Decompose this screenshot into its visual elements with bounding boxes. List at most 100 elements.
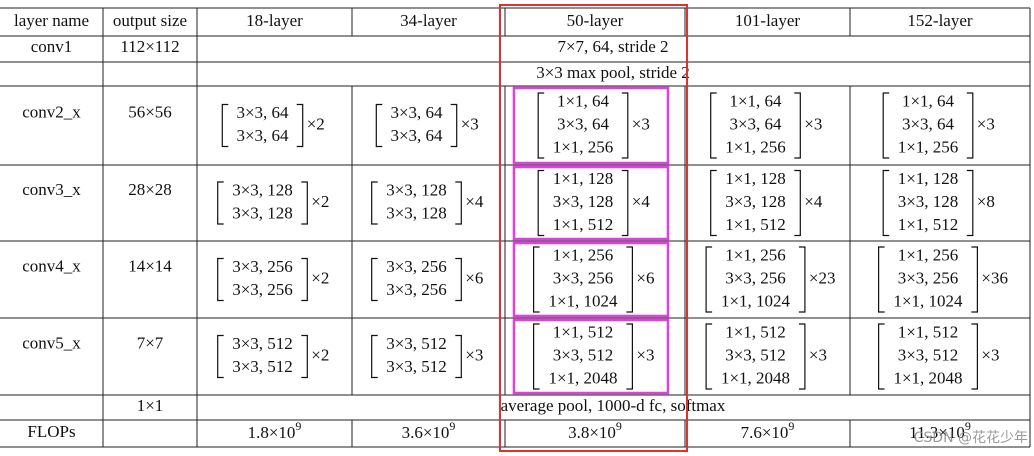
flops-base: 11.3×10 [909,423,965,442]
bracket [710,92,717,159]
block-repeat: ×36 [981,268,1008,287]
bracket [537,169,545,237]
layer-spec: 3×3 max pool, stride 2 [536,63,690,82]
block-line: 3×3, 64 [729,114,782,133]
highlight-box [512,165,670,241]
layer-name: conv5_x [22,333,81,352]
block-line: 1×1, 512 [898,215,959,234]
bracket [371,334,378,379]
block-line: 3×3, 64 [390,126,443,145]
block-line: 3×3, 512 [725,345,786,364]
block-repeat: ×3 [465,345,483,364]
bracket [794,92,801,159]
bracket [533,246,540,313]
block-repeat: ×4 [804,192,823,211]
bracket [455,257,462,302]
layer-name: conv2_x [22,102,81,121]
block-repeat: ×4 [632,192,651,211]
flops-value: 1.8×109 [248,419,302,442]
block-line: 3×3, 64 [236,103,289,122]
block-line: 3×3, 256 [386,280,447,299]
bracket [878,323,885,390]
bracket [626,323,633,390]
bracket [450,103,458,148]
block-line: 1×1, 1024 [548,291,618,310]
bracket [371,181,378,225]
block-repeat: ×2 [311,345,329,364]
bracket [710,169,717,237]
bracket [798,246,806,313]
block-line: 3×3, 256 [725,268,786,287]
bracket [878,246,885,313]
block-line: 3×3, 64 [236,126,289,145]
block-repeat: ×2 [311,192,329,211]
flops-exp: 9 [616,419,622,433]
bracket [966,169,974,237]
column-header: 34-layer [400,11,457,30]
flops-base: 3.8×10 [568,423,616,442]
column-header: 101-layer [735,11,800,30]
block-repeat: ×6 [465,268,483,287]
block-repeat: ×3 [981,345,999,364]
flops-base: 1.8×10 [248,423,296,442]
bracket [371,257,378,302]
block-repeat: ×23 [809,268,836,287]
bracket [882,92,890,159]
bracket [626,246,633,313]
block-repeat: ×2 [311,268,329,287]
output-size: 112×112 [120,37,179,56]
block-line: 3×3, 128 [898,192,959,211]
flops-base: 7.6×10 [741,423,789,442]
block-line: 1×1, 256 [898,137,959,156]
highlight-column [499,4,688,452]
block-line: 3×3, 128 [386,180,447,199]
block-line: 3×3, 512 [898,345,959,364]
block-line: 3×3, 256 [232,280,293,299]
bracket [296,103,304,148]
bracket [533,323,540,390]
bracket [217,257,224,302]
block-line: 1×1, 128 [898,169,959,188]
block-repeat: ×4 [465,192,484,211]
block-line: 1×1, 512 [553,322,614,341]
block-line: 1×1, 256 [553,245,614,264]
block-line: 1×1, 512 [725,322,786,341]
block-line: 1×1, 64 [729,91,782,110]
block-line: 3×3, 512 [386,334,447,353]
block-line: 1×1, 128 [725,169,786,188]
block-line: 1×1, 64 [557,91,610,110]
bracket [301,181,308,225]
layer-name: conv1 [31,37,73,56]
block-line: 3×3, 256 [553,268,614,287]
block-repeat: ×2 [307,114,325,133]
block-repeat: ×3 [977,114,995,133]
block-line: 1×1, 256 [553,137,614,156]
block-line: 1×1, 2048 [548,368,617,387]
bracket [882,169,890,237]
highlight-box [512,86,670,165]
output-size: 28×28 [128,180,172,199]
block-line: 3×3, 64 [902,114,955,133]
block-line: 3×3, 64 [390,103,443,122]
watermark: CSDN @花花少年 [914,430,1028,446]
block-line: 1×1, 256 [898,245,959,264]
block-line: 1×1, 512 [725,215,786,234]
block-line: 1×1, 1024 [893,291,963,310]
bracket [455,334,462,379]
bracket [971,246,978,313]
block-repeat: ×3 [461,114,479,133]
block-line: 3×3, 256 [898,268,959,287]
block-line: 3×3, 128 [725,192,786,211]
bracket [217,181,224,225]
flops-exp: 9 [788,419,794,433]
highlight-box [512,241,670,318]
block-line: 3×3, 512 [386,357,447,376]
flops-value: 3.8×109 [568,419,622,442]
flops-value: 7.6×109 [741,419,795,442]
flops-exp: 9 [965,419,971,433]
block-repeat: ×6 [636,268,654,287]
output-size: 56×56 [128,102,172,121]
block-repeat: ×3 [804,114,822,133]
bracket [537,92,545,159]
